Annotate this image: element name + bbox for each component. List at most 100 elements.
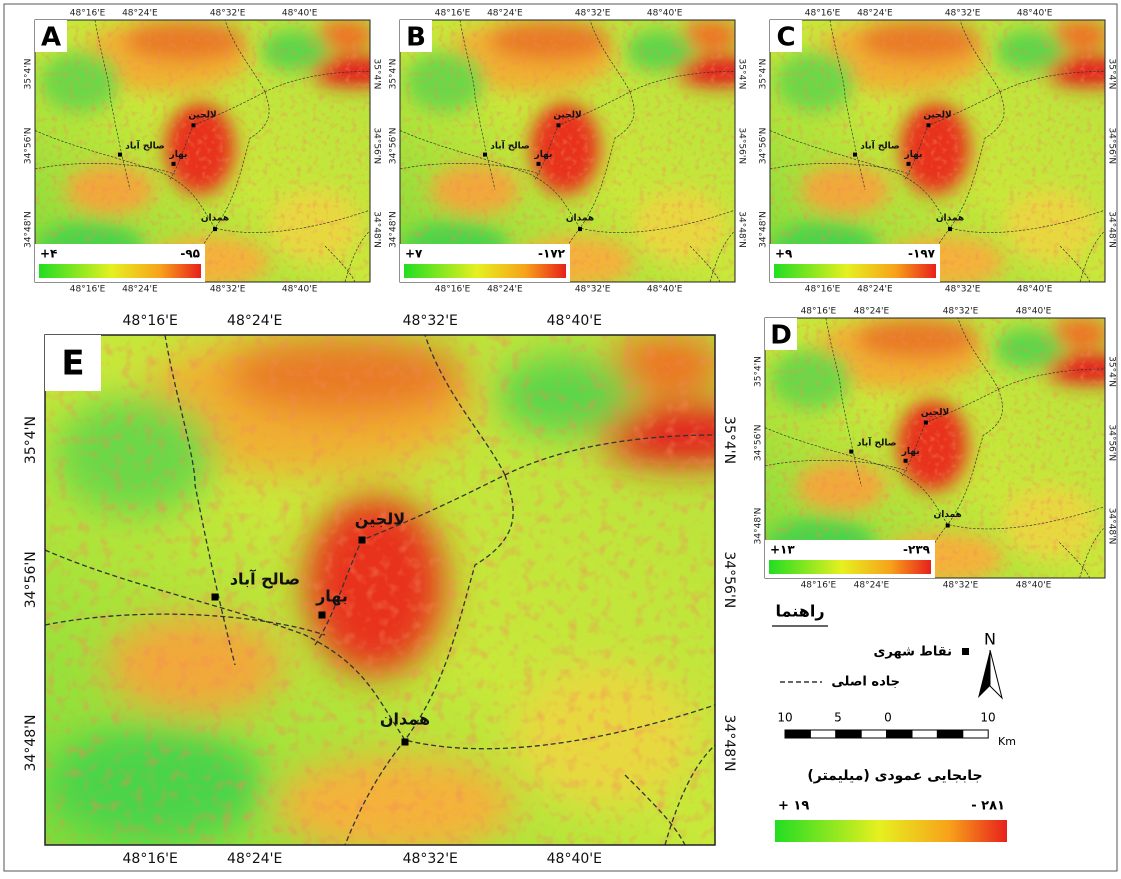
x-graticule-label: 48°32'E bbox=[943, 581, 979, 591]
y-graticule-label: 35°4'N bbox=[389, 59, 399, 90]
colorbar-title: جابجایی عمودی (میلیمتر) bbox=[807, 768, 982, 784]
city-label: بهار bbox=[169, 150, 188, 160]
scale-bar-segment bbox=[836, 730, 861, 738]
x-graticule-label: 48°24'E bbox=[227, 851, 282, 867]
y-graticule-label: 35°4'N bbox=[737, 59, 747, 90]
y-graticule-label: 34°48'N bbox=[759, 211, 769, 248]
map-panel: 48°16'E48°16'E48°24'E48°24'E48°32'E48°32… bbox=[389, 9, 766, 295]
x-graticule-label: 48°40'E bbox=[282, 285, 318, 295]
scale-bar-segment bbox=[912, 730, 937, 738]
city-label: لالجین bbox=[923, 111, 951, 121]
x-graticule-label: 48°40'E bbox=[1016, 581, 1052, 591]
x-graticule-label: 48°32'E bbox=[210, 9, 246, 19]
y-graticule-label: 34°48'N bbox=[23, 715, 39, 772]
colorbar bbox=[775, 820, 1007, 842]
city-marker bbox=[946, 523, 950, 527]
y-graticule-label: 34°48'N bbox=[721, 715, 737, 772]
x-graticule-label: 48°24'E bbox=[854, 581, 890, 591]
city-label: لالجین bbox=[921, 408, 949, 418]
city-marker bbox=[849, 450, 853, 454]
y-graticule-label: 34°48'N bbox=[24, 211, 34, 248]
y-graticule-label: 34°56'N bbox=[389, 127, 399, 164]
city-label: همدان bbox=[380, 710, 430, 729]
legend-item: نقاط شهری bbox=[873, 645, 952, 660]
y-graticule-label: 34°56'N bbox=[721, 551, 737, 608]
x-graticule-label: 48°24'E bbox=[487, 285, 523, 295]
scale-label: 10 bbox=[980, 711, 995, 725]
x-graticule-label: 48°24'E bbox=[227, 313, 282, 329]
x-graticule-label: 48°16'E bbox=[801, 307, 837, 317]
x-graticule-label: 48°24'E bbox=[122, 9, 158, 19]
city-marker bbox=[172, 162, 176, 166]
y-graticule-label: 35°4'N bbox=[372, 59, 382, 90]
scale-bar-segment bbox=[963, 730, 988, 738]
city-marker bbox=[537, 162, 541, 166]
y-graticule-label: 34°56'N bbox=[372, 127, 382, 164]
y-graticule-label: 34°56'N bbox=[1107, 424, 1117, 461]
city-label: همدان bbox=[201, 213, 229, 223]
city-label: صالح آباد bbox=[490, 139, 530, 151]
x-graticule-label: 48°32'E bbox=[210, 285, 246, 295]
scale-bar-segment bbox=[887, 730, 912, 738]
colorbar-max: -۹۵ bbox=[180, 247, 200, 261]
map-panel: 48°16'E48°16'E48°24'E48°24'E48°32'E48°32… bbox=[23, 313, 775, 867]
y-graticule-label: 34°56'N bbox=[737, 127, 747, 164]
city-marker bbox=[853, 153, 857, 157]
city-marker bbox=[904, 459, 908, 463]
panel-letter: C bbox=[776, 23, 795, 53]
city-label: همدان bbox=[566, 213, 594, 223]
scale-bar-segment bbox=[861, 730, 886, 738]
colorbar-max: -۱۷۲ bbox=[538, 247, 566, 261]
colorbar-min: +۴ bbox=[40, 247, 57, 261]
scale-bar-segment bbox=[785, 730, 810, 738]
y-graticule-label: 35°4'N bbox=[23, 416, 39, 464]
x-graticule-label: 48°16'E bbox=[435, 9, 471, 19]
y-graticule-label: 34°56'N bbox=[754, 424, 764, 461]
city-label: بهار bbox=[901, 447, 920, 457]
city-marker bbox=[319, 612, 326, 619]
city-label: صالح آباد bbox=[230, 569, 300, 589]
map-panel: 48°16'E48°16'E48°24'E48°24'E48°32'E48°32… bbox=[754, 307, 1121, 591]
x-graticule-label: 48°40'E bbox=[647, 9, 683, 19]
colorbar bbox=[404, 264, 566, 278]
city-label: صالح آباد bbox=[860, 139, 900, 151]
city-label: همدان bbox=[936, 213, 964, 223]
y-graticule-label: 35°4'N bbox=[24, 59, 34, 90]
colorbar-max: -۲۳۹ bbox=[903, 543, 931, 557]
city-marker bbox=[924, 421, 928, 425]
colorbar bbox=[774, 264, 936, 278]
x-graticule-label: 48°40'E bbox=[1017, 9, 1053, 19]
x-graticule-label: 48°32'E bbox=[575, 285, 611, 295]
colorbar bbox=[39, 264, 201, 278]
x-graticule-label: 48°24'E bbox=[857, 9, 893, 19]
x-graticule-label: 48°16'E bbox=[70, 285, 106, 295]
colorbar-min: +۹ bbox=[775, 247, 793, 261]
x-graticule-label: 48°32'E bbox=[403, 313, 458, 329]
city-label: لالجین bbox=[355, 510, 405, 529]
city-label: همدان bbox=[934, 510, 962, 520]
x-graticule-label: 48°16'E bbox=[805, 285, 841, 295]
scale-unit: Km bbox=[998, 735, 1016, 748]
city-label: بهار bbox=[534, 150, 553, 160]
x-graticule-label: 48°40'E bbox=[282, 9, 318, 19]
city-marker bbox=[118, 153, 122, 157]
y-graticule-label: 34°48'N bbox=[1107, 508, 1117, 545]
colorbar bbox=[769, 560, 931, 574]
x-graticule-label: 48°24'E bbox=[122, 285, 158, 295]
scale-label: 10 bbox=[777, 711, 792, 725]
x-graticule-label: 48°32'E bbox=[945, 285, 981, 295]
city-marker bbox=[212, 594, 219, 601]
x-graticule-label: 48°32'E bbox=[575, 9, 611, 19]
x-graticule-label: 48°24'E bbox=[487, 9, 523, 19]
city-marker bbox=[213, 227, 217, 231]
legend-city-symbol bbox=[962, 648, 969, 655]
colorbar-min: + ۱۹ bbox=[778, 799, 809, 814]
y-graticule-label: 35°4'N bbox=[1107, 59, 1117, 90]
north-arrow bbox=[990, 650, 1002, 698]
city-marker bbox=[402, 739, 409, 746]
city-marker bbox=[192, 123, 196, 127]
scale-bar-segment bbox=[937, 730, 962, 738]
x-graticule-label: 48°40'E bbox=[547, 313, 602, 329]
x-graticule-label: 48°40'E bbox=[647, 285, 683, 295]
